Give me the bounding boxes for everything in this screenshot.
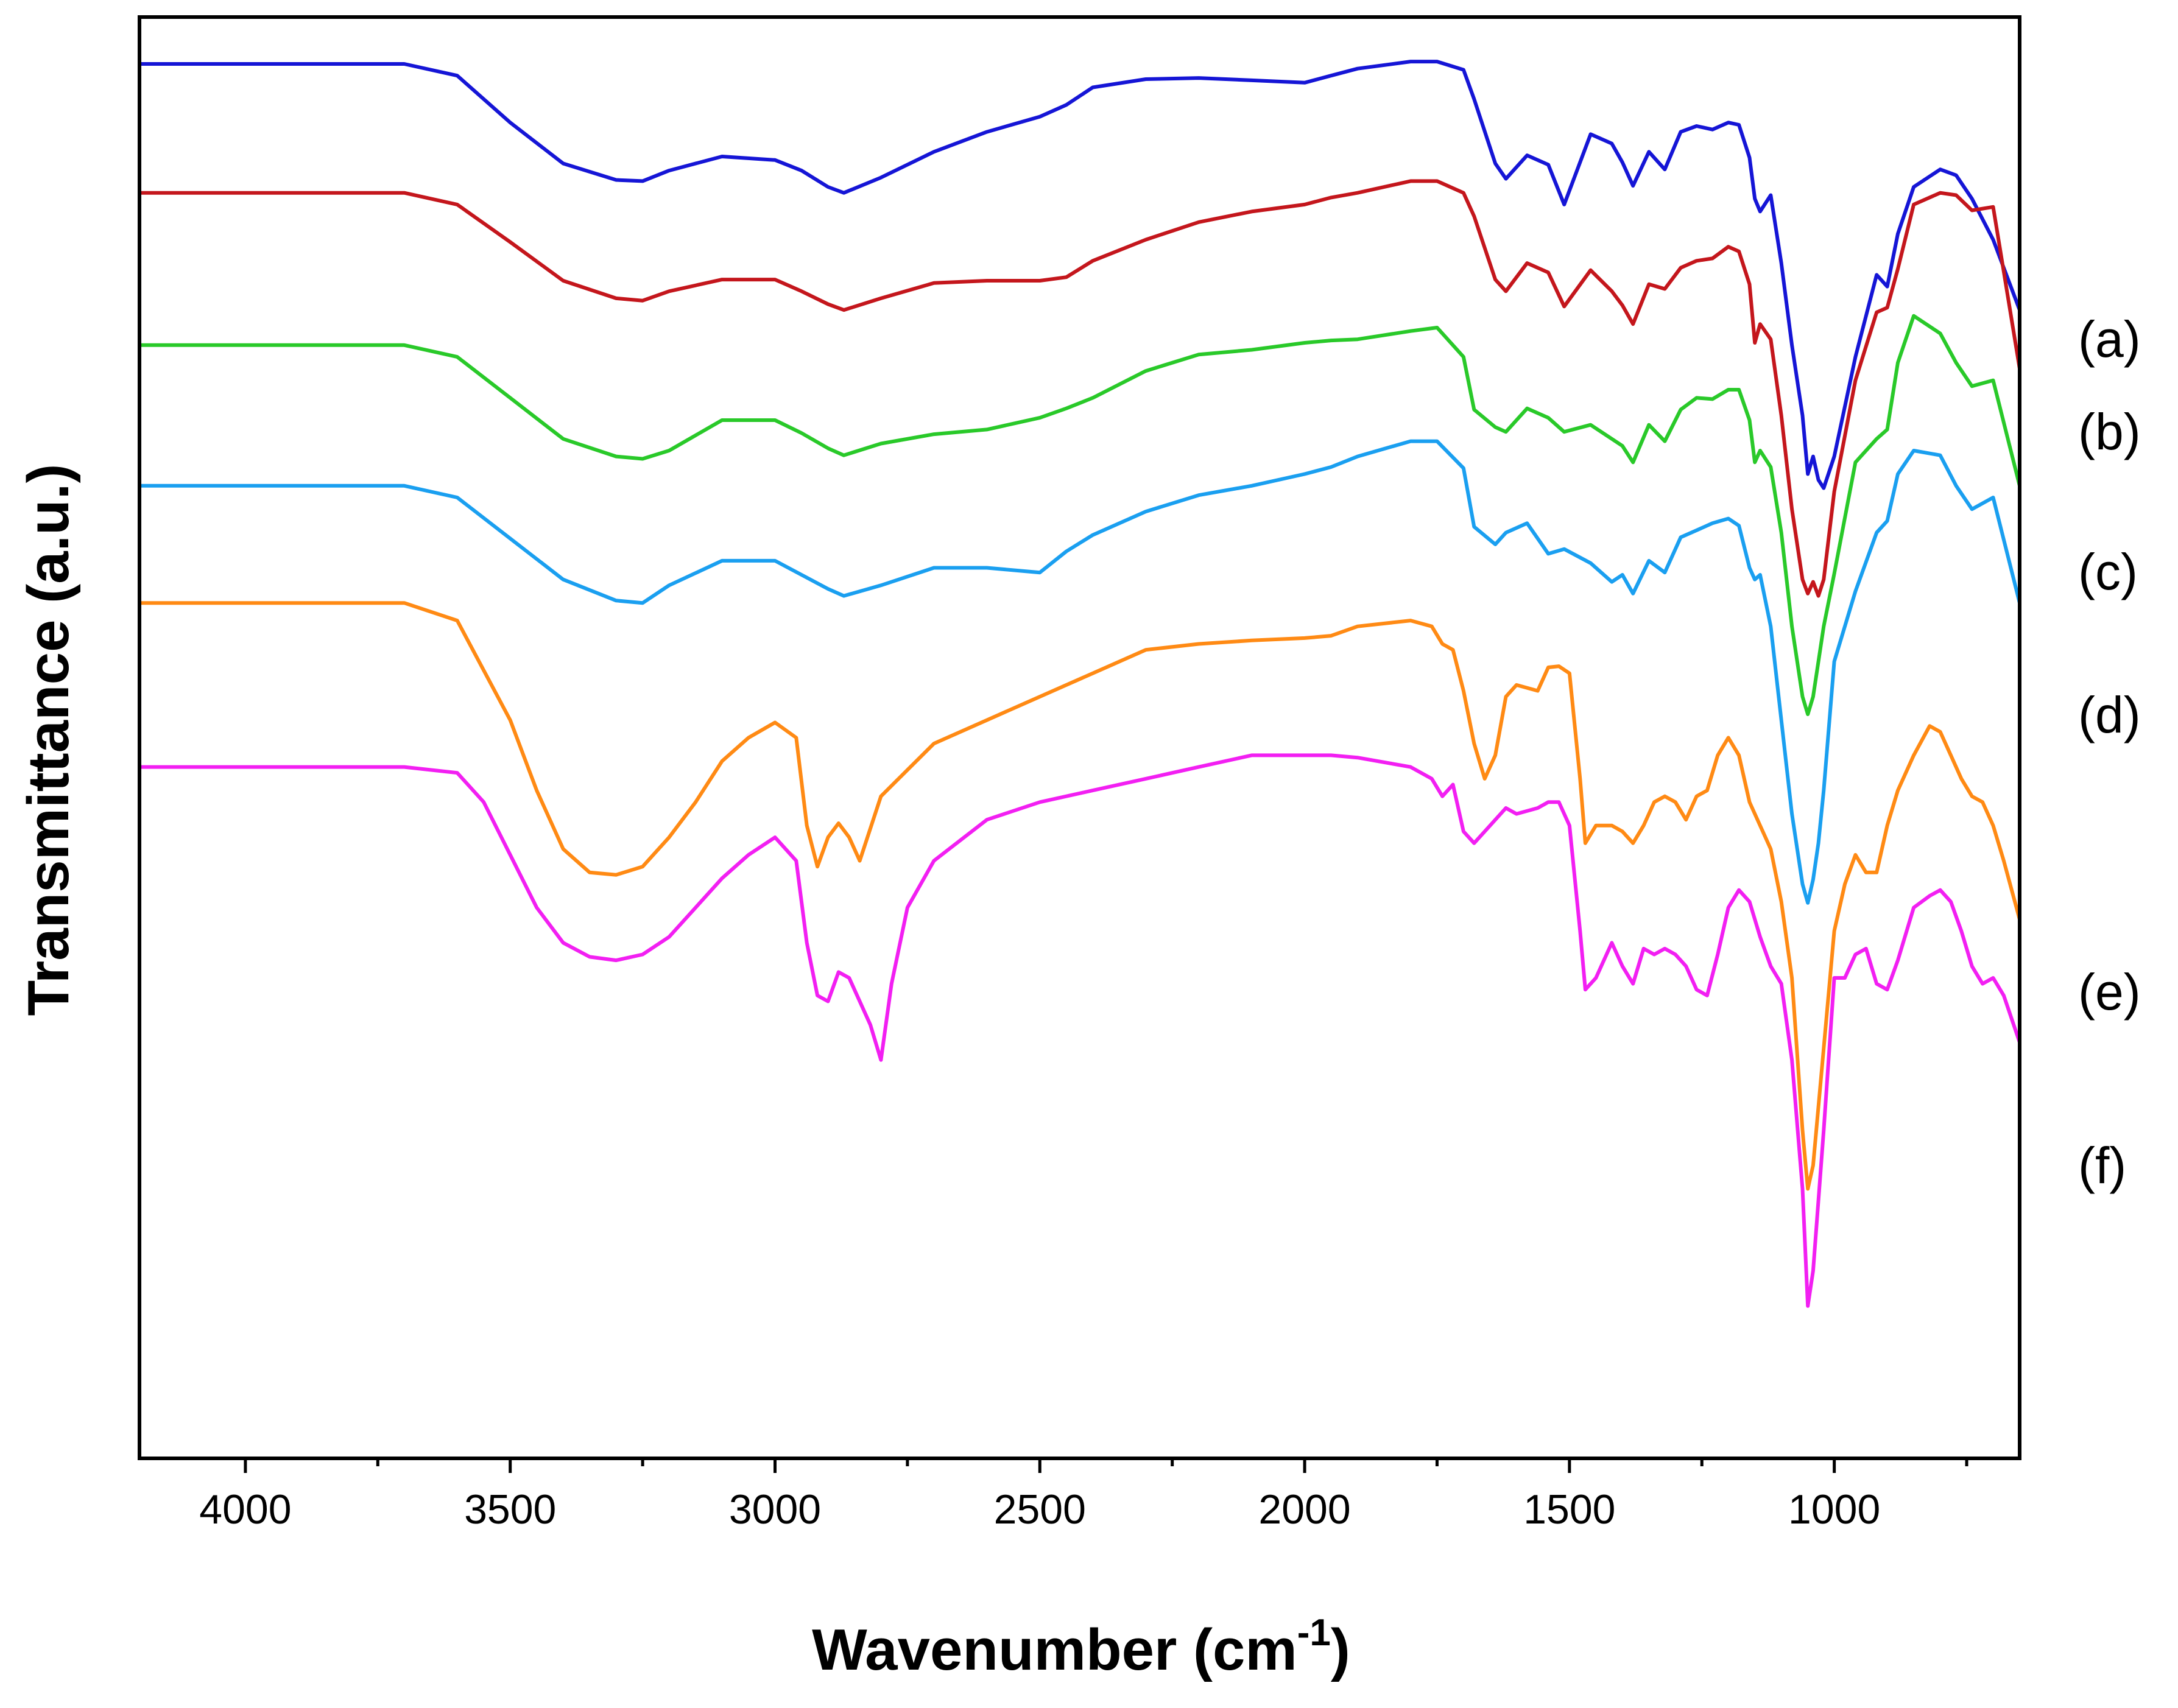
x-axis-title-close: ) [1331, 1617, 1350, 1682]
x-axis-title-main: Wavenumber (cm [812, 1617, 1297, 1682]
x-tick-label: 2000 [1258, 1486, 1350, 1533]
series-line-c [138, 314, 2021, 716]
series-line-e [138, 601, 2021, 1191]
legend-label-a: (a) [2078, 311, 2141, 368]
legend: (a) (b) (c) (d) (e) (f) [2078, 311, 2141, 1194]
x-axis-title: Wavenumber (cm-1) [812, 1612, 1350, 1682]
x-tick-label: 3500 [464, 1486, 556, 1533]
series-line-b [138, 179, 2021, 598]
x-tick-label: 1000 [1788, 1486, 1880, 1533]
x-tick-label: 1500 [1523, 1486, 1615, 1533]
series-layer [138, 60, 2021, 1308]
legend-label-d: (d) [2078, 686, 2141, 743]
legend-label-e: (e) [2078, 963, 2141, 1021]
series-line-d [138, 439, 2021, 905]
x-tick-label: 3000 [729, 1486, 821, 1533]
legend-label-f: (f) [2078, 1137, 2126, 1194]
series-line-f [138, 753, 2021, 1308]
y-axis-title: Transmittance (a.u.) [16, 464, 81, 1016]
series-line-a [138, 60, 2021, 490]
x-axis-title-superscript: -1 [1297, 1612, 1331, 1654]
plot-frame [138, 15, 2021, 1460]
x-tick-label: 2500 [994, 1486, 1086, 1533]
legend-label-b: (b) [2078, 403, 2141, 460]
legend-label-c: (c) [2078, 543, 2138, 600]
x-tick-label: 4000 [199, 1486, 291, 1533]
x-axis-ticks: 4000 3500 3000 2500 2000 1500 1000 [199, 1458, 1968, 1533]
